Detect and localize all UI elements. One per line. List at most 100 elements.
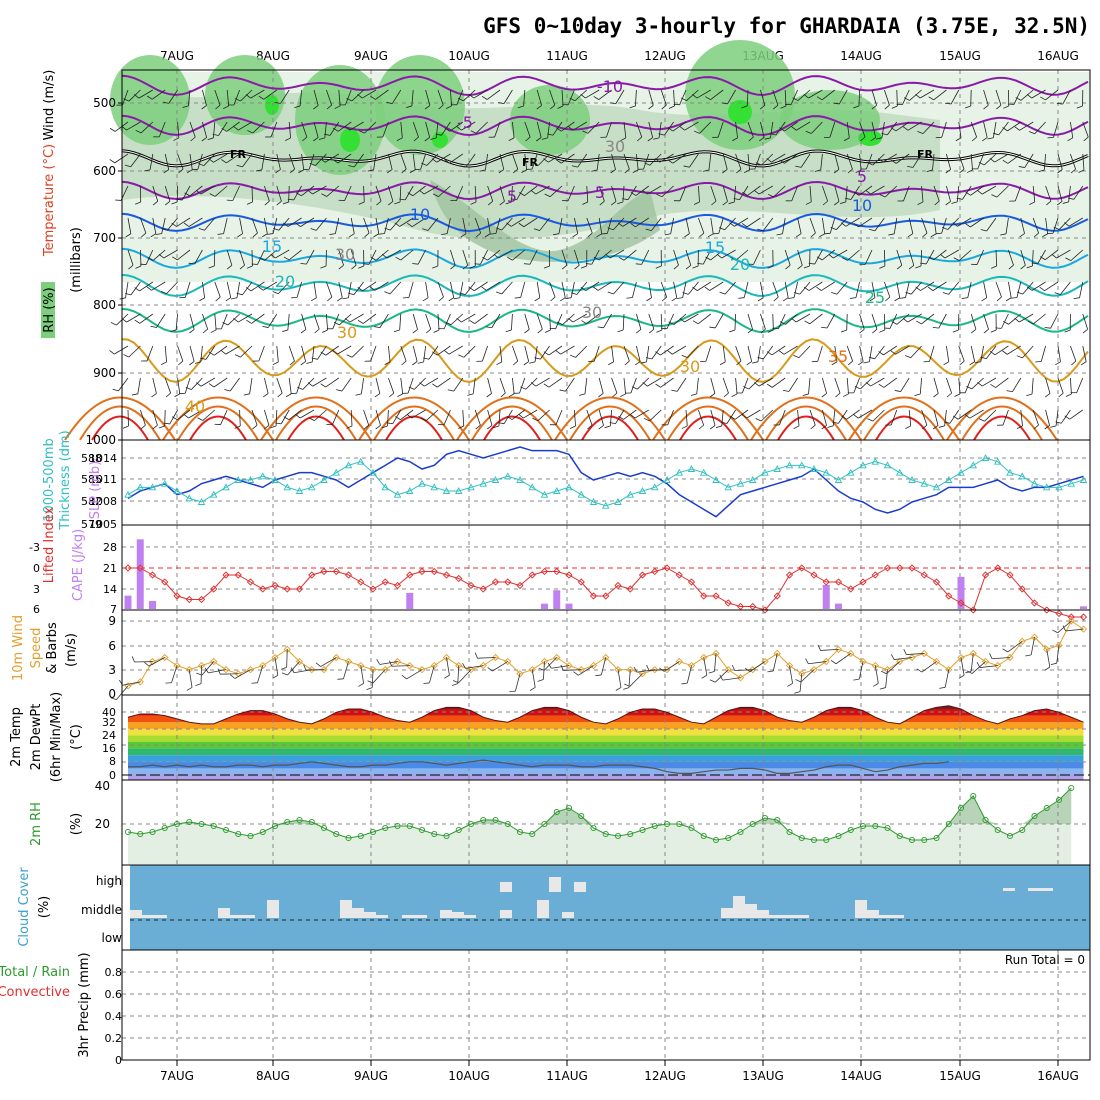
wind-barb — [446, 657, 450, 676]
rh2m-point — [725, 834, 732, 842]
wind-barb-flag — [110, 322, 117, 326]
wind-barb — [535, 185, 550, 195]
wind-barb — [958, 249, 972, 261]
wind-barb-flag — [802, 393, 809, 396]
wind-barb — [884, 281, 891, 298]
wind-barb-flag — [125, 233, 132, 238]
wind-barb-flag — [952, 415, 959, 420]
wind-barb-flag — [512, 360, 519, 366]
wind-barb — [379, 661, 398, 665]
wind-barb — [519, 377, 526, 394]
wind-barb — [251, 409, 258, 426]
thickness-point — [1018, 472, 1027, 480]
wind-barb-flag — [1054, 292, 1061, 295]
lifted-index-point — [393, 581, 402, 590]
cloud-block — [267, 900, 279, 918]
wind-barb-flag — [731, 393, 738, 397]
wind-barb-flag — [859, 328, 865, 334]
wind-barb — [770, 121, 774, 138]
cloud-level-label: high — [96, 874, 122, 888]
wind-barb-flag — [679, 126, 685, 131]
thickness-point — [650, 483, 659, 491]
wind-barb-flag — [791, 317, 797, 323]
wind-barb — [437, 89, 444, 106]
wind-barb-flag — [560, 664, 564, 671]
wind-barb — [137, 377, 141, 394]
wind-barb — [722, 377, 729, 394]
wind-barb-flag — [690, 393, 697, 396]
wind-barb — [362, 313, 377, 324]
wind-barb-flag — [902, 126, 909, 131]
wind-barb — [586, 185, 589, 202]
wind-barb — [529, 249, 538, 265]
rh2m-point — [1055, 796, 1063, 804]
wind-barb — [523, 409, 538, 419]
wind-barb-flag — [295, 222, 301, 227]
wind10m-point — [332, 653, 340, 662]
rh2m-point — [333, 830, 340, 838]
wind-barb — [325, 377, 340, 388]
wind10m-point — [577, 666, 585, 674]
wind-barb — [871, 121, 877, 138]
wind-barb-flag — [840, 222, 847, 227]
wind-barb — [463, 89, 476, 102]
wind-barb — [270, 121, 278, 138]
wind-barb — [312, 185, 327, 195]
wind-barb-flag — [890, 350, 896, 355]
cape-tick: 14 — [103, 583, 117, 596]
thickness-point — [479, 479, 488, 487]
thickness-point — [895, 468, 904, 476]
lifted-index-point — [785, 571, 794, 579]
cloud-block — [549, 877, 561, 892]
precip-tick: 0.6 — [105, 988, 123, 1001]
li-tick: 0 — [33, 562, 40, 575]
cloud-block — [464, 915, 476, 918]
rh2m-point — [614, 832, 622, 840]
lifted-index-point — [234, 571, 242, 579]
wind-barb — [886, 661, 901, 675]
chart-title: GFS 0~10day 3-hourly for GHARDAIA (3.75E… — [483, 14, 1090, 38]
wind-barb-flag — [389, 660, 393, 667]
thickness-tick: 579 — [81, 518, 102, 531]
wind-barb — [202, 281, 206, 298]
wind-barb — [835, 217, 848, 230]
wind-barb-flag — [916, 320, 922, 325]
wind-barb — [423, 345, 426, 362]
wind-barb — [796, 121, 811, 131]
wind-barb-flag — [579, 393, 586, 396]
wind-barb — [648, 313, 655, 330]
wind-barb — [980, 345, 984, 362]
rh-shade-bright — [858, 130, 882, 146]
wind-barb — [970, 653, 974, 672]
wind-barb-flag — [401, 674, 407, 680]
wind-barb — [761, 153, 774, 166]
wind-barb-flag — [1057, 169, 1063, 174]
rh-axis-label: RH (%) — [42, 287, 57, 332]
wind-barb-flag — [617, 222, 624, 227]
thickness-point — [307, 483, 316, 491]
wind-barb-flag — [346, 425, 353, 429]
wind-barb-flag — [123, 98, 130, 102]
wind-barb — [611, 153, 616, 170]
wind-barb-flag — [401, 360, 407, 366]
wind-barb-flag — [125, 292, 132, 296]
wind-barb — [977, 153, 984, 170]
wind-barb — [903, 185, 910, 202]
wind-barb-flag — [803, 265, 810, 269]
wind-barb — [859, 345, 864, 362]
wind-barb-flag — [489, 233, 496, 235]
rh2m-unit-label: (%) — [69, 813, 84, 836]
rh2m-point — [859, 822, 867, 830]
wind-barb — [461, 313, 476, 323]
wind-barb — [970, 121, 978, 138]
rh2m-point — [529, 830, 536, 838]
wind10m-point — [467, 666, 475, 674]
temp-tick: 16 — [102, 742, 116, 755]
wind-barb — [686, 665, 692, 684]
wind-barb — [388, 345, 391, 362]
thickness-point — [209, 490, 218, 498]
lifted-index-line — [128, 567, 1084, 618]
wind-barb-flag — [744, 667, 751, 672]
wind-barb — [1008, 249, 1014, 266]
